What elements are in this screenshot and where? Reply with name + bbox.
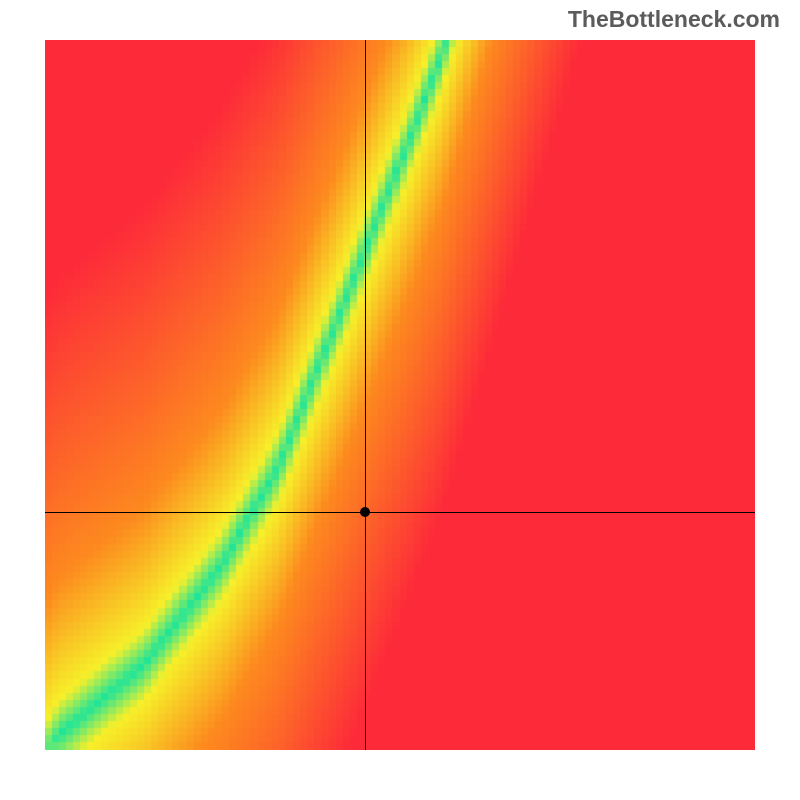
crosshair-horizontal <box>45 512 755 513</box>
crosshair-marker-dot <box>360 507 370 517</box>
heatmap-canvas <box>45 40 755 750</box>
crosshair-vertical <box>365 40 366 750</box>
chart-container: TheBottleneck.com <box>0 0 800 800</box>
watermark-text: TheBottleneck.com <box>568 6 780 33</box>
plot-area <box>45 40 755 750</box>
